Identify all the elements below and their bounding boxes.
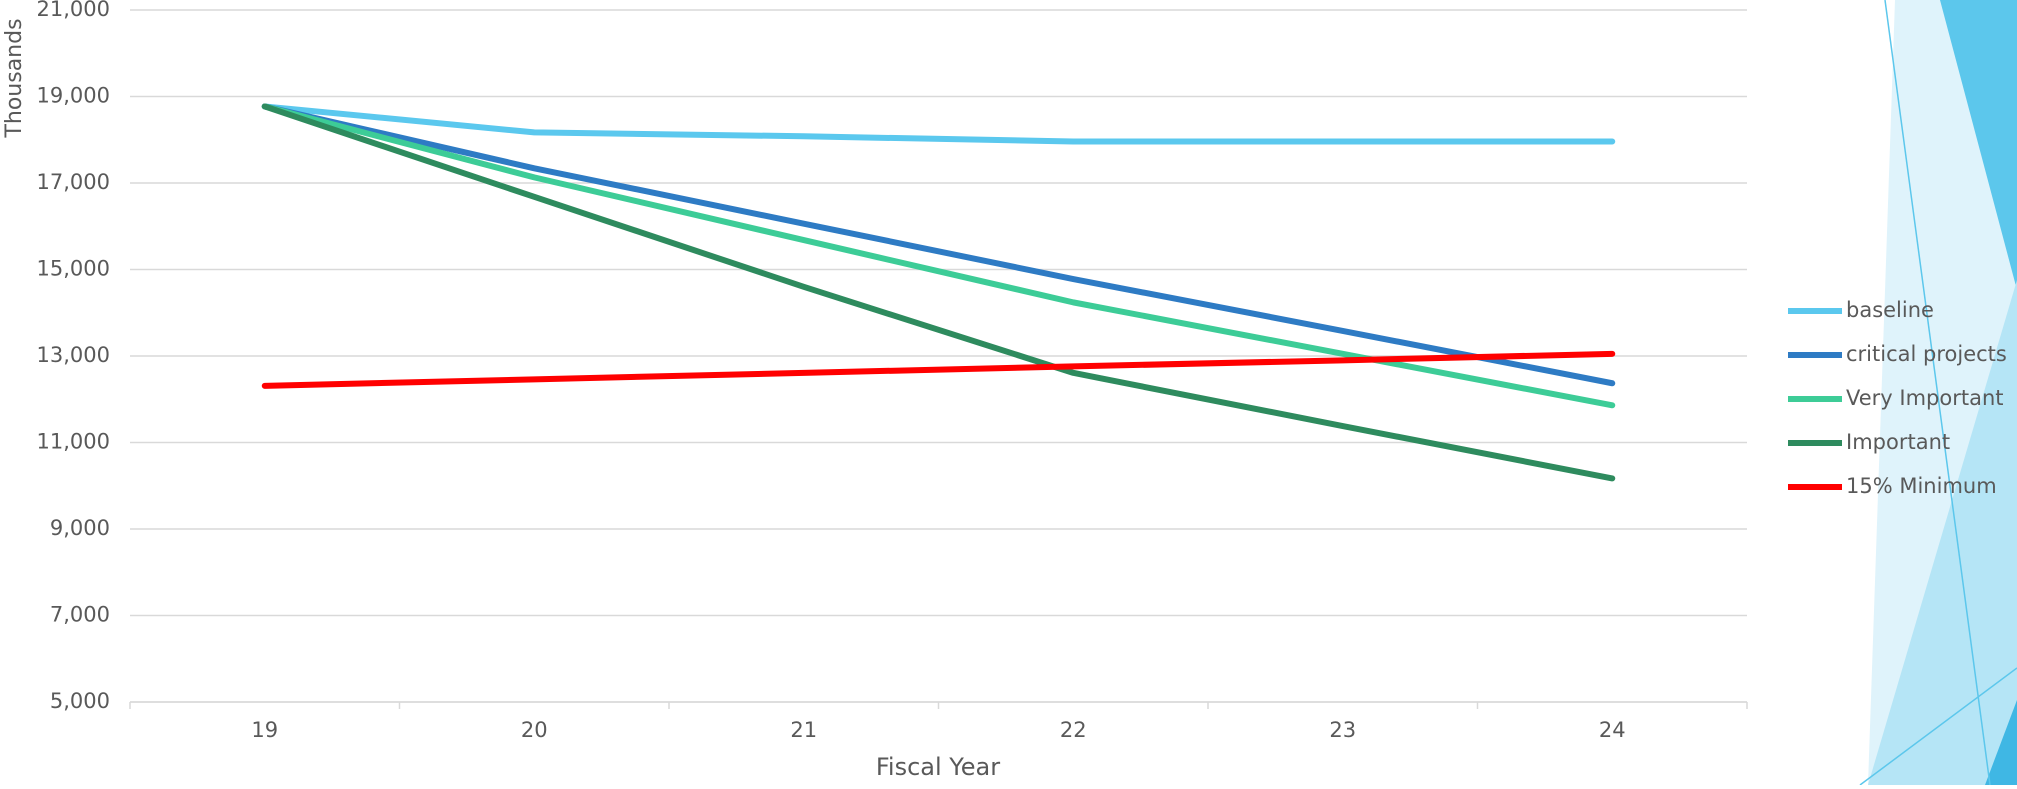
decor-shape xyxy=(1985,700,2017,785)
series-line xyxy=(261,103,1616,145)
y-tick-label: 11,000 xyxy=(37,430,110,454)
y-tick-label: 17,000 xyxy=(37,170,110,194)
y-tick-label: 7,000 xyxy=(50,603,110,627)
legend-label: Important xyxy=(1846,430,1950,454)
legend-label: 15% Minimum xyxy=(1846,474,1997,498)
y-tick-label: 13,000 xyxy=(37,343,110,367)
y-tick-label: 15,000 xyxy=(37,257,110,281)
y-axis-title: Thousands xyxy=(2,18,27,138)
series-line xyxy=(261,350,1616,389)
x-tick-label: 20 xyxy=(521,718,548,742)
decor-line xyxy=(1859,667,2017,786)
x-tick-label: 23 xyxy=(1329,718,1356,742)
x-tick-label: 22 xyxy=(1060,718,1087,742)
y-tick-label: 21,000 xyxy=(37,0,110,21)
decor-line xyxy=(1884,0,1991,786)
x-tick-label: 19 xyxy=(251,718,278,742)
x-tick-label: 21 xyxy=(790,718,817,742)
y-tick-label: 9,000 xyxy=(50,516,110,540)
series-line xyxy=(261,103,1616,409)
x-axis-title: Fiscal Year xyxy=(876,753,1000,781)
decor-shape xyxy=(1940,0,2017,290)
y-tick-label: 5,000 xyxy=(50,689,110,713)
decor-shape xyxy=(1868,280,2017,785)
x-tick-label: 24 xyxy=(1599,718,1626,742)
decoration xyxy=(1859,0,2017,786)
legend-label: critical projects xyxy=(1846,342,2007,366)
legend-label: baseline xyxy=(1846,298,1934,322)
y-tick-label: 19,000 xyxy=(37,84,110,108)
series-line xyxy=(261,103,1616,387)
series-line xyxy=(261,103,1616,482)
legend-label: Very Important xyxy=(1846,386,2004,410)
